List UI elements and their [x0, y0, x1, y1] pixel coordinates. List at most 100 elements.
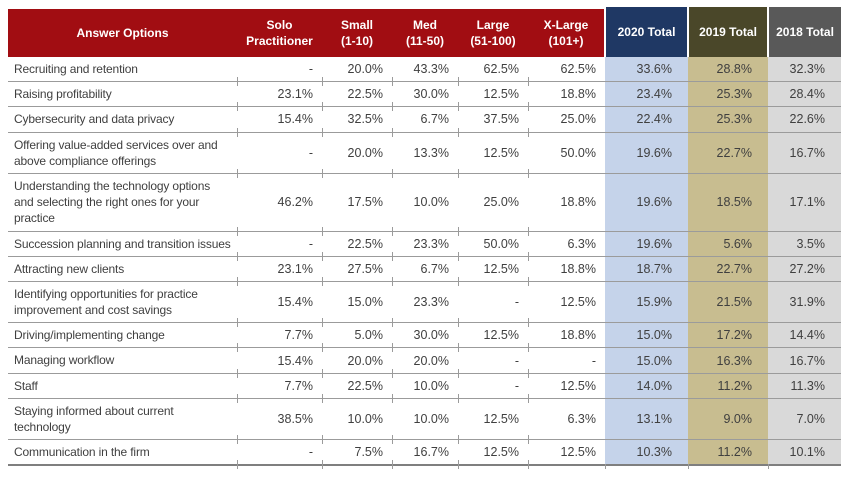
column-header-label: (51-100)	[470, 34, 516, 48]
cell-med: 30.0%	[392, 81, 459, 112]
cell-x-large: 50.0%	[528, 132, 606, 178]
cell-large: 12.5%	[458, 81, 529, 112]
cell-small: 10.0%	[322, 398, 393, 445]
survey-results-table: Answer Options Solo Practitioner Small (1-10…	[8, 5, 841, 469]
cell-med: 23.3%	[392, 281, 459, 328]
cell-solo-practitioner: -	[237, 231, 323, 261]
cell-x-large: 18.8%	[528, 173, 606, 235]
cell-small: 20.0%	[322, 132, 393, 178]
column-header-total-2019: 2019 Total	[687, 7, 768, 57]
cell-total-2019: 11.2%	[688, 439, 769, 469]
cell-solo-practitioner: 15.4%	[237, 106, 323, 137]
cell-small: 27.5%	[322, 256, 393, 286]
cell-large: 62.5%	[458, 57, 529, 86]
cell-x-large: 12.5%	[528, 373, 606, 403]
cell-med: 23.3%	[392, 231, 459, 261]
row-label: Cybersecurity and data privacy	[8, 106, 238, 137]
cell-large: -	[458, 373, 529, 403]
column-header-label: 2019 Total	[699, 24, 757, 39]
table-row: Identifying opportunities for practice i…	[8, 281, 841, 328]
table-row: Driving/implementing change 7.7% 5.0% 30.0%…	[8, 322, 841, 353]
cell-total-2019: 11.2%	[688, 373, 769, 403]
cell-x-large: 18.8%	[528, 256, 606, 286]
column-header-small: Small (1-10)	[322, 5, 392, 57]
cell-small: 5.0%	[322, 322, 393, 353]
cell-small: 32.5%	[322, 106, 393, 137]
cell-x-large: 12.5%	[528, 281, 606, 328]
cell-small: 15.0%	[322, 281, 393, 328]
header-row: Answer Options Solo Practitioner Small (1-10…	[8, 5, 841, 57]
column-header-label: (1-10)	[340, 34, 373, 48]
cell-solo-practitioner: 23.1%	[237, 81, 323, 112]
table-row: Communication in the firm -7.5% 16.7% 12.5%…	[8, 439, 841, 469]
cell-solo-practitioner: 46.2%	[237, 173, 323, 235]
cell-med: 6.7%	[392, 106, 459, 137]
cell-solo-practitioner: 15.4%	[237, 347, 323, 378]
cell-total-2020: 19.6%	[605, 173, 689, 235]
cell-large: 25.0%	[458, 173, 529, 235]
cell-total-2018: 17.1%	[768, 173, 841, 232]
table-row: Raising profitability 23.1% 22.5% 30.0% 12.5…	[8, 81, 841, 112]
column-header-label: 2018 Total	[776, 24, 834, 39]
column-header-label: Small	[340, 17, 373, 32]
cell-total-2018: 28.4%	[768, 81, 841, 108]
column-header-large: Large (51-100)	[458, 5, 528, 57]
cell-total-2018: 7.0%	[768, 398, 841, 441]
cell-med: 16.7%	[392, 439, 459, 469]
cell-x-large: 62.5%	[528, 57, 606, 86]
cell-med: 10.0%	[392, 373, 459, 403]
cell-x-large: 6.3%	[528, 231, 606, 261]
table-row: Cybersecurity and data privacy 15.4% 32.5%…	[8, 106, 841, 137]
row-label: Staying informed about current technolog…	[8, 398, 238, 445]
cell-med: 13.3%	[392, 132, 459, 178]
cell-x-large: -	[528, 347, 606, 378]
cell-med: 43.3%	[392, 57, 459, 86]
cell-solo-practitioner: -	[237, 439, 323, 469]
row-label: Offering value-added services over and a…	[8, 132, 238, 178]
cell-total-2020: 23.4%	[605, 81, 689, 112]
cell-med: 30.0%	[392, 322, 459, 353]
cell-total-2018: 11.3%	[768, 373, 841, 399]
cell-total-2019: 9.0%	[688, 398, 769, 445]
column-header-med: Med (11-50)	[392, 5, 458, 57]
column-header-label: Large	[476, 17, 510, 32]
row-label: Identifying opportunities for practice i…	[8, 281, 238, 328]
cell-large: -	[458, 281, 529, 328]
cell-total-2020: 19.6%	[605, 231, 689, 261]
cell-total-2019: 28.8%	[688, 57, 769, 86]
cell-small: 7.5%	[322, 439, 393, 469]
column-header-x-large: X-Large (101+)	[528, 5, 605, 57]
cell-total-2019: 21.5%	[688, 281, 769, 328]
cell-total-2019: 16.3%	[688, 347, 769, 378]
cell-large: 37.5%	[458, 106, 529, 137]
cell-small: 17.5%	[322, 173, 393, 235]
cell-large: 12.5%	[458, 322, 529, 353]
cell-total-2020: 15.9%	[605, 281, 689, 328]
cell-total-2019: 25.3%	[688, 106, 769, 137]
table-row: Understanding the technology options and…	[8, 173, 841, 235]
row-label: Understanding the technology options and…	[8, 173, 238, 235]
cell-total-2019: 25.3%	[688, 81, 769, 112]
cell-total-2020: 33.6%	[605, 57, 689, 86]
cell-large: 12.5%	[458, 256, 529, 286]
row-label: Attracting new clients	[8, 256, 238, 286]
cell-total-2020: 15.0%	[605, 347, 689, 378]
cell-total-2019: 22.7%	[688, 132, 769, 178]
row-label: Driving/implementing change	[8, 322, 238, 353]
table-row: Recruiting and retention -20.0% 43.3% 62.5%…	[8, 57, 841, 86]
cell-med: 6.7%	[392, 256, 459, 286]
cell-x-large: 18.8%	[528, 322, 606, 353]
cell-x-large: 18.8%	[528, 81, 606, 112]
cell-total-2018: 22.6%	[768, 106, 841, 133]
cell-total-2019: 5.6%	[688, 231, 769, 261]
cell-total-2019: 18.5%	[688, 173, 769, 235]
cell-total-2018: 14.4%	[768, 322, 841, 349]
row-label: Succession planning and transition issue…	[8, 231, 238, 261]
cell-total-2020: 14.0%	[605, 373, 689, 403]
cell-total-2018: 31.9%	[768, 281, 841, 324]
column-header-solo-practitioner: Solo Practitioner	[237, 5, 322, 57]
cell-x-large: 12.5%	[528, 439, 606, 469]
table-body: Recruiting and retention -20.0% 43.3% 62.5%…	[8, 57, 841, 469]
cell-total-2020: 13.1%	[605, 398, 689, 445]
